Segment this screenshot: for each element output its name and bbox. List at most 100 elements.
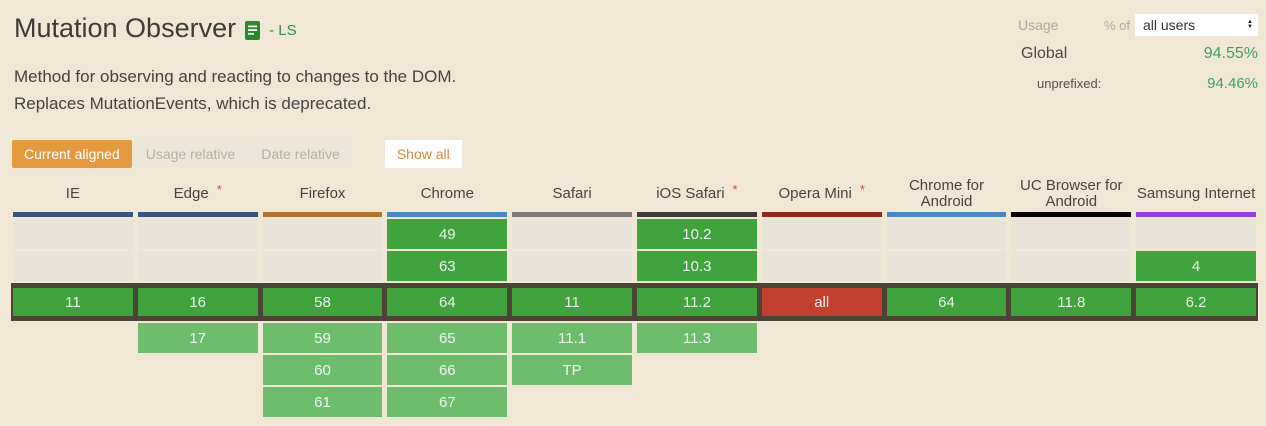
blank-cell-opera-mini (762, 355, 882, 385)
browser-name-label: UC Browser for Android (1020, 177, 1123, 210)
browser-bar-chrome (387, 212, 508, 217)
support-cell-chrome-67: 67 (387, 387, 508, 417)
support-cell-ios-safari-11.2: 11.2 (637, 288, 757, 316)
global-usage-label: Global (1021, 45, 1068, 62)
browser-names-row: IE Edge * Firefox Chrome Safari iOS Safari * Ope… (11, 177, 1258, 211)
support-cell-chrome-66: 66 (387, 355, 508, 385)
usage-source-select[interactable]: all users ▲ ▼ (1135, 14, 1258, 36)
spec-document-icon (245, 20, 261, 40)
view-mode-tabs: Current aligned Usage relative Date rela… (12, 140, 1258, 168)
browser-header-firefox: Firefox (263, 186, 383, 202)
empty-cell-ie (13, 219, 133, 249)
browser-bar-edge (137, 212, 258, 217)
support-cell-chrome-android-64: 64 (886, 288, 1007, 316)
empty-cell-firefox (262, 219, 383, 249)
empty-cell-safari (512, 219, 632, 249)
tab-date-relative[interactable]: Date relative (249, 140, 352, 168)
blank-cell-ios-safari (637, 355, 757, 385)
blank-cell-uc-android (1011, 355, 1131, 385)
support-cell-safari-11.1: 11.1 (512, 323, 632, 353)
browser-name-label: iOS Safari (656, 185, 725, 202)
description-line-2: Replaces MutationEvents, which is deprec… (14, 94, 372, 113)
empty-cell-uc-android (1011, 219, 1132, 249)
past-row-1: 49 10.2 (11, 219, 1258, 249)
blank-cell-chrome-android (887, 387, 1007, 417)
browser-name-label: Edge (173, 185, 209, 202)
browser-header-edge: Edge * (138, 182, 258, 202)
show-all-button[interactable]: Show all (384, 140, 462, 168)
tab-usage-relative[interactable]: Usage relative (133, 140, 248, 168)
support-cell-ie-11: 11 (13, 288, 133, 316)
note-asterisk: * (859, 182, 865, 197)
blank-cell-samsung (1136, 323, 1256, 353)
browser-header-samsung: Samsung Internet (1136, 186, 1256, 202)
past-row-2: 63 10.3 4 (11, 251, 1258, 281)
browser-name-label: Safari (552, 185, 592, 202)
support-cell-samsung-6.2: 6.2 (1136, 288, 1256, 316)
feature-description: Method for observing and reacting to cha… (0, 63, 1266, 117)
blank-cell-ios-safari (637, 387, 757, 417)
support-cell-edge-16: 16 (137, 288, 258, 316)
browser-header-safari: Safari (512, 186, 632, 202)
browser-name-label: Chrome for Android (908, 177, 984, 210)
blank-cell-chrome-android (887, 355, 1007, 385)
current-versions-row: 11 16 58 64 11 11.2 all 64 11.8 6.2 (11, 283, 1258, 321)
browser-name-label: Samsung Internet (1136, 185, 1256, 202)
current-versions-cells: 11 16 58 64 11 11.2 all 64 11.8 6.2 (13, 288, 1256, 316)
blank-cell-samsung (1136, 387, 1256, 417)
description-line-1: Method for observing and reacting to cha… (14, 67, 457, 86)
browser-name-label: IE (65, 185, 80, 202)
empty-cell-opera-mini (761, 251, 882, 281)
support-cell-chrome-63: 63 (387, 251, 508, 281)
browser-bar-safari (512, 212, 632, 217)
empty-cell-edge (137, 251, 258, 281)
browser-bar-chrome-android (886, 212, 1007, 217)
percent-of-label: % of (1103, 17, 1130, 33)
blank-cell-ie (13, 323, 133, 353)
usage-unprefixed-row: unprefixed: 94.46% (1006, 75, 1258, 92)
browser-header-ie: IE (13, 186, 133, 202)
usage-source-selected-value: all users (1143, 17, 1196, 33)
global-usage-value: 94.55% (1203, 45, 1258, 62)
browser-support-table: IE Edge * Firefox Chrome Safari iOS Safari * Ope… (0, 177, 1266, 417)
spec-status-link[interactable]: - LS (269, 22, 297, 39)
blank-cell-chrome-android (887, 323, 1007, 353)
empty-cell-firefox (262, 251, 383, 281)
browser-bar-ie (13, 212, 133, 217)
support-cell-chrome-49: 49 (387, 219, 508, 249)
tab-current-aligned[interactable]: Current aligned (12, 140, 132, 168)
empty-cell-chrome-android (886, 251, 1007, 281)
browser-header-chrome-android: Chrome for Android (887, 178, 1007, 210)
blank-cell-uc-android (1011, 323, 1131, 353)
empty-cell-opera-mini (761, 219, 882, 249)
page-title: Mutation Observer (14, 13, 237, 43)
future-row-1: 17 59 65 11.1 11.3 (11, 323, 1258, 353)
blank-cell-ie (13, 355, 133, 385)
browser-name-label: Firefox (299, 185, 346, 202)
blank-cell-uc-android (1011, 387, 1131, 417)
support-cell-edge-17: 17 (137, 323, 258, 353)
support-cell-safari-11: 11 (512, 288, 632, 316)
support-cell-ios-safari-11.3: 11.3 (637, 323, 757, 353)
support-cell-firefox-60: 60 (262, 355, 383, 385)
support-cell-safari-TP: TP (512, 355, 632, 385)
support-cell-opera-mini-all: all (761, 288, 882, 316)
empty-cell-samsung (1136, 219, 1256, 249)
support-cell-firefox-58: 58 (262, 288, 383, 316)
future-row-3: 61 67 (11, 387, 1258, 417)
select-arrows-icon: ▲ ▼ (1247, 19, 1253, 30)
support-cell-chrome-64: 64 (387, 288, 508, 316)
support-cell-chrome-65: 65 (387, 323, 508, 353)
support-cell-ios-safari-10.2: 10.2 (637, 219, 757, 249)
browser-name-label: Chrome (420, 185, 474, 202)
support-cell-uc-android-11.8: 11.8 (1011, 288, 1132, 316)
note-asterisk: * (732, 182, 738, 197)
empty-cell-safari (512, 251, 632, 281)
usage-header-row: Usage % of all users ▲ ▼ (1006, 14, 1258, 36)
empty-cell-edge (137, 219, 258, 249)
browser-bar-firefox (262, 212, 383, 217)
usage-panel: Usage % of all users ▲ ▼ Global 94.55% un… (1006, 14, 1258, 92)
browser-header-ios-safari: iOS Safari * (637, 182, 757, 202)
blank-cell-edge (138, 387, 258, 417)
